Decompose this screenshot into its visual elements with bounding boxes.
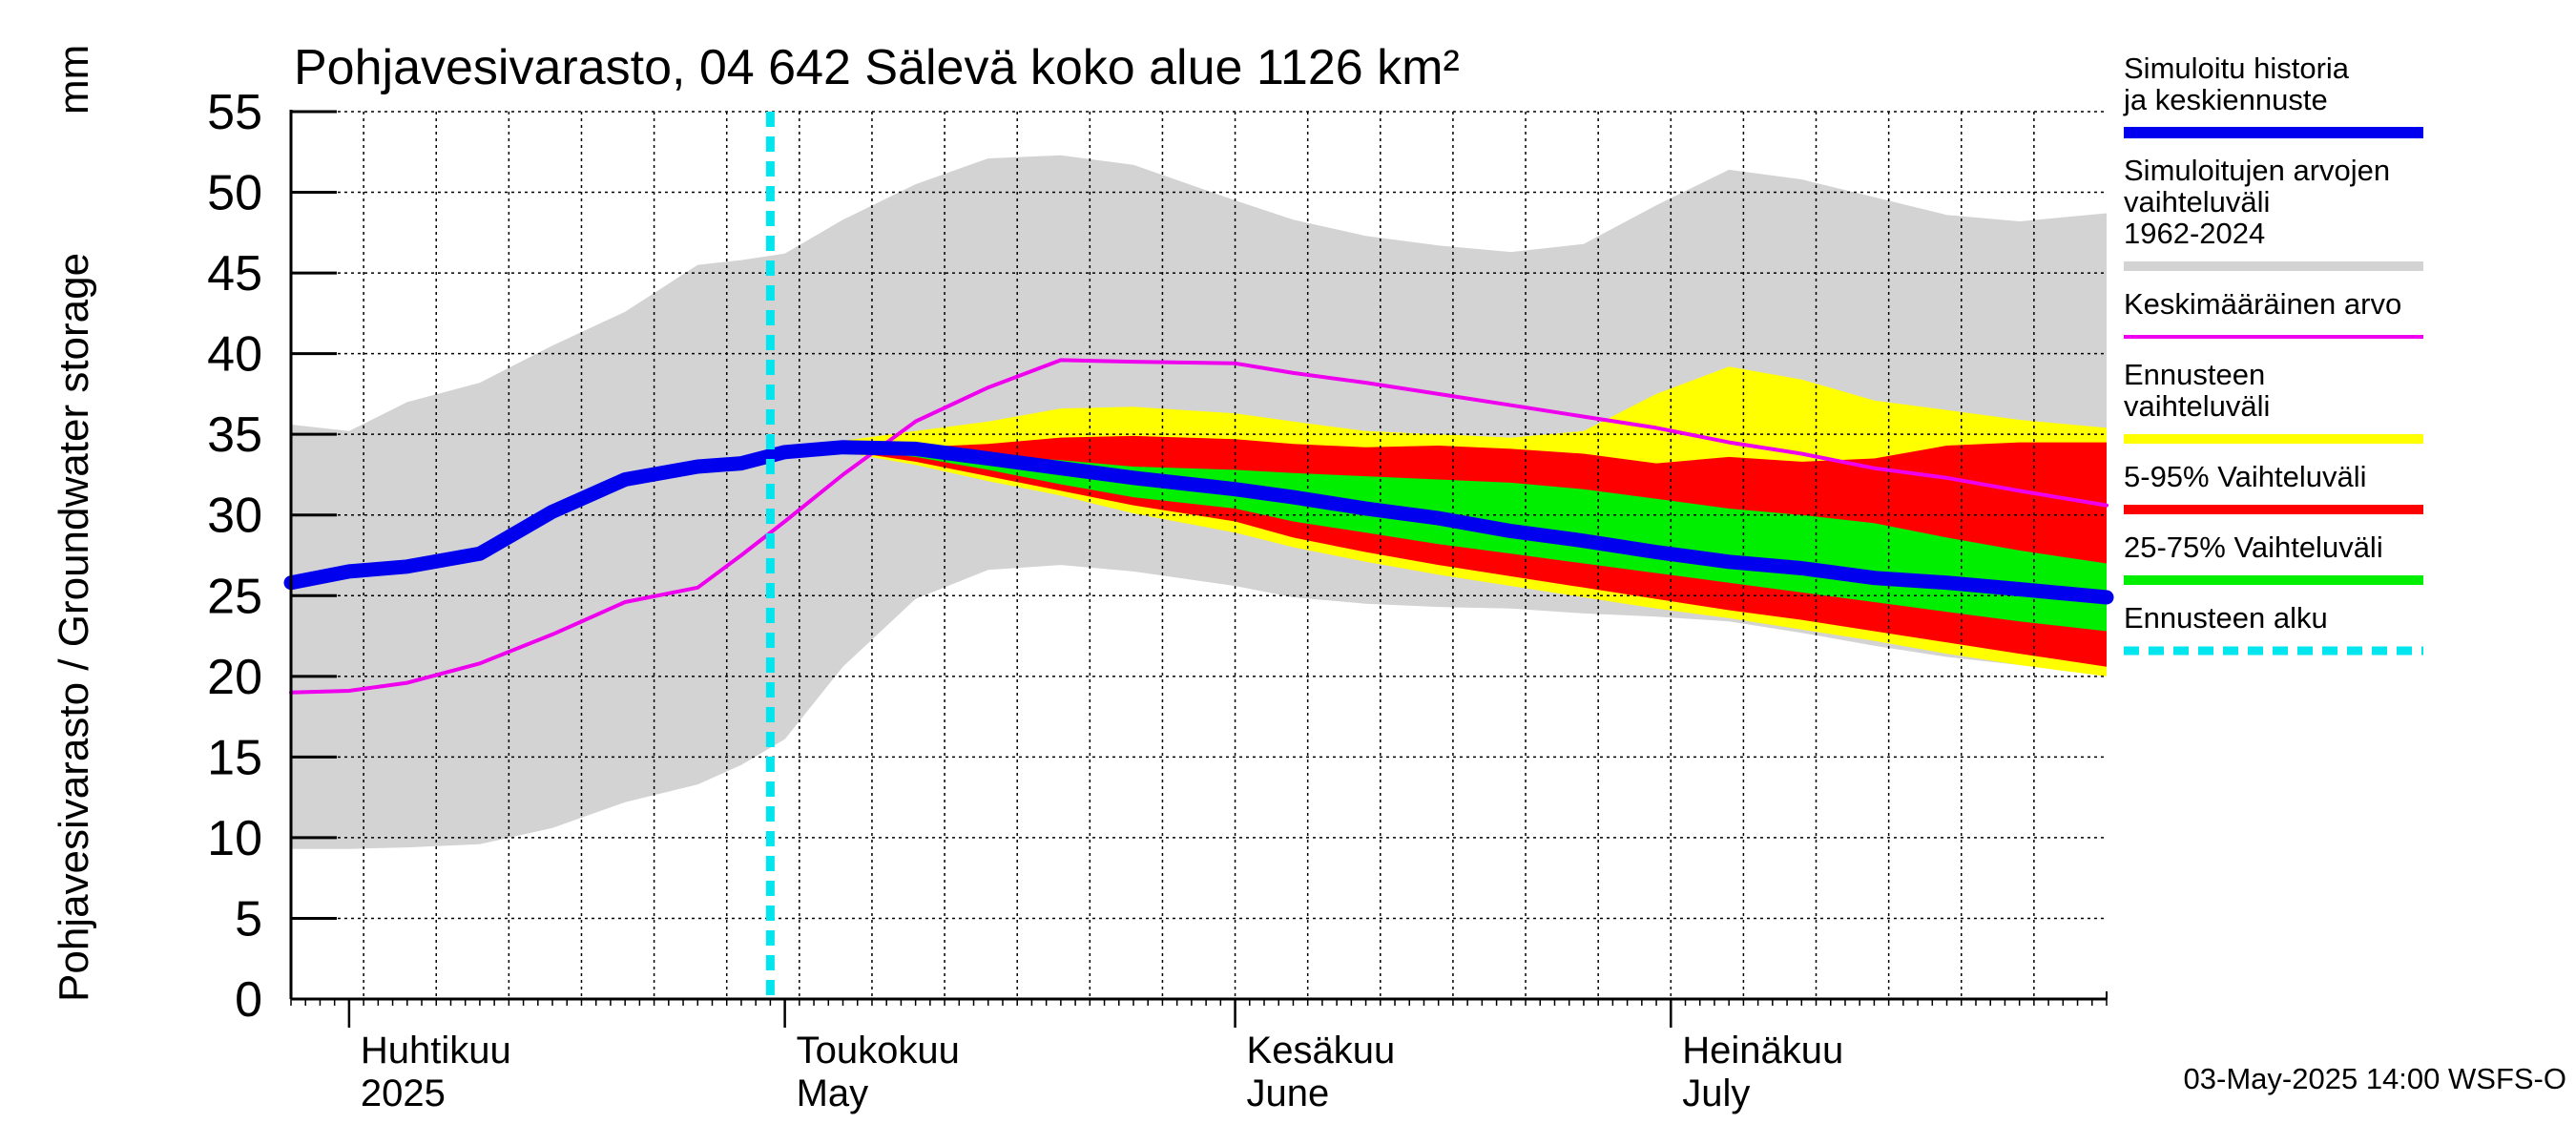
y-tick-label: 55 [207,85,262,140]
chart-title: Pohjavesivarasto, 04 642 Sälevä koko alu… [294,40,1460,95]
y-tick-label: 15 [207,730,262,785]
x-month-sublabel: May [797,1072,869,1114]
x-month-sublabel: June [1247,1072,1330,1114]
legend-item-p5-95: 5-95% Vaihteluväli [2124,460,2423,514]
axes-layer [289,110,2108,1001]
legend-label: Simuloitujen arvojen [2124,154,2390,187]
x-month-label: Kesäkuu [1247,1030,1396,1072]
y-tick-label: 20 [207,650,262,705]
grid-layer [291,111,2107,999]
x-month-sublabel: July [1682,1072,1750,1114]
y-tick-label: 5 [235,891,262,947]
x-month-label: Heinäkuu [1682,1030,1843,1072]
lines-layer [283,112,2114,999]
x-month-label: Huhtikuu [361,1030,511,1072]
legend-label: vaihteluväli [2124,389,2270,423]
y-tick-label: 35 [207,407,262,463]
y-tick-label: 30 [207,489,262,544]
legend-label: Ennusteen alku [2124,601,2328,635]
legend-label: Keskimääräinen arvo [2124,287,2401,321]
y-tick-label: 10 [207,811,262,866]
legend-item-mean: Keskimääräinen arvo [2124,287,2423,339]
timestamp-footer: 03-May-2025 14:00 WSFS-O [2184,1062,2566,1095]
y-tick-label: 25 [207,569,262,624]
legend-label: 5-95% Vaihteluväli [2124,460,2366,493]
legend-item-forecast-start: Ennusteen alku [2124,601,2423,656]
y-axis-label: Pohjavesivarasto / Groundwater storage [51,253,97,1002]
y-tick-label: 50 [207,166,262,221]
x-month-sublabel: 2025 [361,1072,446,1114]
y-tick-label: 45 [207,246,262,302]
x-month-label: Toukokuu [797,1030,960,1072]
band-p25-75 [814,446,2107,632]
y-axis-unit: mm [51,45,97,114]
legend-label: 1962-2024 [2124,217,2265,250]
series-line-mean [289,358,2109,695]
legend-label: Ennusteen [2124,358,2265,391]
y-tick-label: 0 [235,972,262,1028]
legend-item-p25-75: 25-75% Vaihteluväli [2124,531,2423,585]
legend-label: vaihteluväli [2124,185,2270,219]
legend-label: 25-75% Vaihteluväli [2124,531,2383,564]
y-tick-label: 40 [207,327,262,383]
legend-label: ja keskiennuste [2123,83,2328,116]
legend-label: Simuloitu historia [2124,52,2350,85]
ticks-layer: 0510152025303540455055Huhtikuu2025Toukok… [207,85,2108,1114]
legend-item-sim-range: Simuloitujen arvojenvaihteluväli1962-202… [2124,154,2423,271]
series-line-history [283,440,2114,605]
